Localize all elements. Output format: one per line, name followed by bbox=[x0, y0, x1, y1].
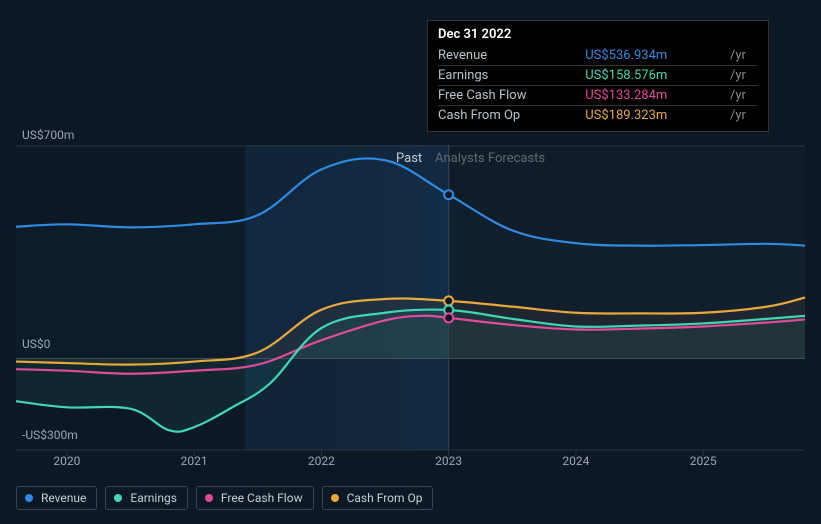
x-axis: 2020 2021 2022 2023 2024 2025 bbox=[0, 454, 821, 470]
legend-item-earnings[interactable]: Earnings bbox=[105, 486, 188, 510]
x-tick-label: 2023 bbox=[435, 454, 462, 468]
legend-dot-icon bbox=[205, 494, 213, 502]
legend-item-revenue[interactable]: Revenue bbox=[16, 486, 97, 510]
tooltip-date: Dec 31 2022 bbox=[438, 27, 758, 42]
tooltip-row-label: Cash From Op bbox=[438, 106, 585, 126]
y-axis-label-zero: US$0 bbox=[22, 337, 50, 351]
legend-item-fcf[interactable]: Free Cash Flow bbox=[196, 486, 314, 510]
marker-fcf bbox=[444, 313, 453, 322]
legend-item-label: Free Cash Flow bbox=[221, 491, 303, 505]
marker-cfo bbox=[444, 296, 453, 305]
tooltip-row-value: US$536.934m bbox=[585, 46, 730, 66]
marker-revenue bbox=[444, 190, 453, 199]
legend-dot-icon bbox=[331, 494, 339, 502]
y-axis-label-bottom: -US$300m bbox=[22, 428, 78, 442]
x-tick-label: 2025 bbox=[690, 454, 717, 468]
tooltip-row-label: Revenue bbox=[438, 46, 585, 66]
tooltip-row-unit: /yr bbox=[730, 66, 758, 86]
x-tick-label: 2022 bbox=[308, 454, 335, 468]
tooltip-row-value: US$133.284m bbox=[585, 86, 730, 106]
tooltip: Dec 31 2022 RevenueUS$536.934m/yr Earnings… bbox=[427, 20, 769, 132]
tooltip-row-unit: /yr bbox=[730, 106, 758, 126]
legend-dot-icon bbox=[25, 494, 33, 502]
legend-item-label: Revenue bbox=[41, 491, 86, 505]
legend-item-cfo[interactable]: Cash From Op bbox=[322, 486, 434, 510]
tooltip-row-label: Earnings bbox=[438, 66, 585, 86]
region-label-forecast: Analysts Forecasts bbox=[435, 151, 545, 166]
x-tick-label: 2020 bbox=[53, 454, 80, 468]
legend: Revenue Earnings Free Cash Flow Cash From O… bbox=[16, 486, 433, 510]
legend-item-label: Earnings bbox=[130, 491, 177, 505]
y-axis-label-top: US$700m bbox=[22, 128, 74, 142]
tooltip-row-value: US$189.323m bbox=[585, 106, 730, 126]
tooltip-row-unit: /yr bbox=[730, 46, 758, 66]
tooltip-row-label: Free Cash Flow bbox=[438, 86, 585, 106]
x-tick-label: 2024 bbox=[562, 454, 589, 468]
tooltip-row-unit: /yr bbox=[730, 86, 758, 106]
region-label-past: Past bbox=[396, 151, 422, 166]
tooltip-row-value: US$158.576m bbox=[585, 66, 730, 86]
x-tick-label: 2021 bbox=[181, 454, 208, 468]
legend-item-label: Cash From Op bbox=[347, 491, 423, 505]
legend-dot-icon bbox=[114, 494, 122, 502]
